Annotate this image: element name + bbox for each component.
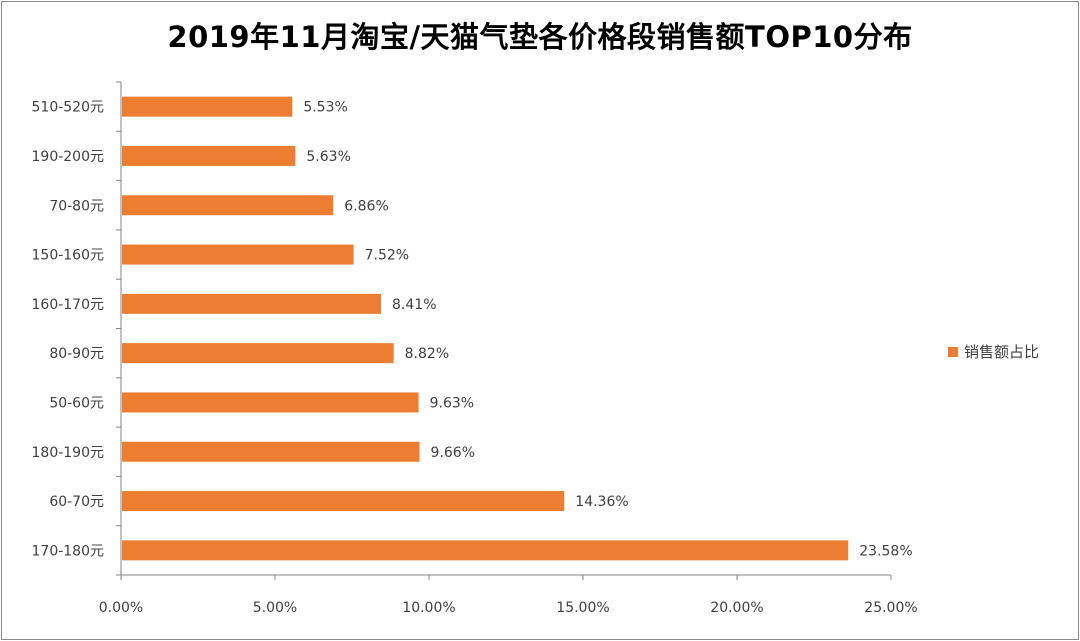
bar bbox=[122, 293, 382, 314]
data-label: 6.86% bbox=[344, 198, 388, 214]
data-label: 23.58% bbox=[859, 543, 912, 559]
y-tick-label: 180-190元 bbox=[32, 445, 105, 461]
x-tick-label: 15.00% bbox=[556, 600, 609, 616]
y-tick-label: 70-80元 bbox=[49, 198, 104, 214]
bar bbox=[122, 441, 420, 462]
x-tick-label: 0.00% bbox=[99, 600, 143, 616]
bar bbox=[122, 96, 293, 117]
y-tick-label: 190-200元 bbox=[32, 149, 105, 165]
y-tick-label: 510-520元 bbox=[32, 100, 105, 116]
bar bbox=[122, 540, 849, 561]
x-tick-label: 10.00% bbox=[402, 600, 455, 616]
legend-label: 销售额占比 bbox=[964, 343, 1040, 361]
data-label: 8.82% bbox=[405, 346, 449, 362]
chart-title: 2019年11月淘宝/天猫气垫各价格段销售额TOP10分布 bbox=[167, 20, 913, 54]
data-label: 9.66% bbox=[431, 445, 475, 461]
bar bbox=[122, 244, 354, 265]
x-tick-label: 5.00% bbox=[253, 600, 297, 616]
bar bbox=[122, 392, 419, 413]
y-tick-label: 60-70元 bbox=[49, 494, 104, 510]
y-tick-label: 160-170元 bbox=[32, 297, 105, 313]
data-label: 8.41% bbox=[392, 297, 436, 313]
x-tick-label: 20.00% bbox=[710, 600, 763, 616]
bar bbox=[122, 145, 296, 166]
data-label: 5.53% bbox=[303, 100, 347, 116]
data-label: 5.63% bbox=[306, 149, 350, 165]
bar bbox=[122, 491, 565, 512]
legend-swatch bbox=[948, 346, 958, 357]
y-tick-label: 150-160元 bbox=[32, 248, 105, 264]
bar bbox=[122, 343, 394, 364]
y-tick-label: 170-180元 bbox=[32, 543, 105, 559]
data-label: 7.52% bbox=[365, 248, 409, 264]
x-tick-label: 25.00% bbox=[864, 600, 917, 616]
y-tick-label: 50-60元 bbox=[49, 395, 104, 411]
legend: 销售额占比 bbox=[948, 341, 1039, 362]
y-tick-label: 80-90元 bbox=[49, 346, 104, 362]
data-label: 9.63% bbox=[430, 395, 474, 411]
bar bbox=[122, 195, 334, 216]
data-label: 14.36% bbox=[575, 494, 628, 510]
